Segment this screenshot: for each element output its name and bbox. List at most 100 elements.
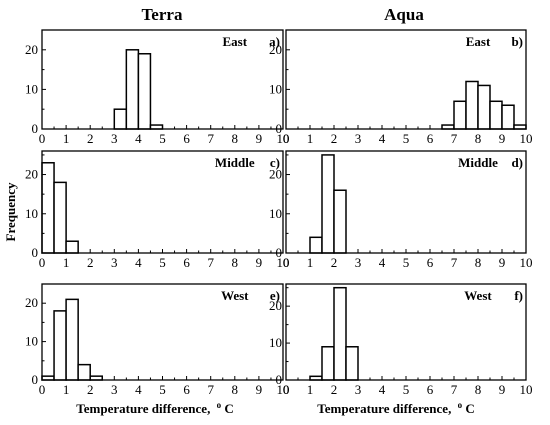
x-tick-label: 6 (427, 382, 434, 397)
x-tick-label: 1 (63, 382, 70, 397)
x-tick-label: 10 (277, 255, 290, 270)
x-tick-label: 10 (520, 382, 533, 397)
x-tick-label: 3 (111, 131, 118, 146)
x-tick-label: 8 (475, 131, 482, 146)
x-axis-label-left: Temperature difference, o C (76, 396, 233, 416)
y-tick-label: 10 (269, 335, 282, 350)
x-tick-label: 0 (283, 131, 290, 146)
y-tick-label: 20 (269, 167, 282, 182)
histogram-bar (465, 80, 479, 130)
y-tick-label: 0 (276, 372, 283, 387)
x-tick-label: 8 (475, 382, 482, 397)
y-tick-label: 0 (32, 245, 39, 260)
panel-letter: a) (269, 34, 280, 49)
y-tick-label: 0 (276, 245, 283, 260)
x-tick-label: 3 (111, 255, 118, 270)
x-tick-label: 8 (232, 382, 239, 397)
x-tick-label: 10 (277, 131, 290, 146)
histogram-bar (321, 154, 335, 254)
y-axis-label: Frequency (3, 182, 18, 241)
x-tick-label: 1 (63, 131, 70, 146)
x-tick-label: 9 (256, 382, 263, 397)
y-tick-label: 20 (25, 295, 38, 310)
x-tick-label: 3 (355, 131, 362, 146)
x-tick-label: 1 (307, 255, 314, 270)
x-tick-label: 9 (499, 131, 506, 146)
histogram-bar (333, 189, 347, 254)
x-tick-label: 2 (331, 382, 338, 397)
x-tick-label: 0 (283, 255, 290, 270)
histogram-bar (321, 346, 335, 381)
x-tick-label: 2 (87, 131, 94, 146)
histogram-bar (65, 298, 79, 381)
histogram-bar (137, 53, 152, 130)
panel-letter: b) (511, 34, 523, 49)
histogram-bar (41, 162, 55, 254)
panel-letter: c) (270, 155, 280, 170)
x-tick-label: 7 (451, 255, 458, 270)
x-axis-label-degree: o (458, 400, 463, 410)
x-tick-label: 10 (520, 255, 533, 270)
x-tick-label: 5 (159, 255, 166, 270)
x-tick-label: 6 (183, 131, 190, 146)
x-tick-label: 2 (331, 131, 338, 146)
x-tick-label: 2 (87, 382, 94, 397)
x-tick-label: 3 (111, 382, 118, 397)
histogram-bar (453, 100, 467, 130)
x-tick-label: 9 (256, 255, 263, 270)
panel-letter: f) (514, 288, 523, 303)
x-tick-label: 4 (379, 131, 386, 146)
histogram-bar (333, 286, 347, 381)
y-tick-label: 0 (32, 121, 39, 136)
x-tick-label: 5 (159, 382, 166, 397)
x-tick-label: 1 (307, 131, 314, 146)
panel-title: West (464, 288, 492, 303)
x-tick-label: 9 (499, 382, 506, 397)
x-tick-label: 3 (355, 382, 362, 397)
x-tick-label: 8 (232, 255, 239, 270)
x-tick-label: 5 (403, 131, 410, 146)
x-tick-label: 0 (39, 255, 46, 270)
histogram-bar (53, 181, 67, 254)
y-tick-label: 20 (25, 167, 38, 182)
panel-title: East (466, 34, 491, 49)
histogram-bar (65, 240, 79, 254)
panel-title: Middle (215, 155, 255, 170)
x-tick-label: 4 (135, 131, 142, 146)
y-tick-label: 10 (269, 81, 282, 96)
y-tick-label: 10 (25, 81, 38, 96)
histogram-bar (309, 236, 323, 254)
x-axis-label-right: Temperature difference, o C (317, 396, 474, 416)
y-tick-label: 10 (269, 206, 282, 221)
column-title-aqua: Aqua (384, 5, 424, 24)
panel-title: Middle (458, 155, 498, 170)
panel-title: East (223, 34, 248, 49)
x-axis-label-unit: C (224, 401, 233, 416)
y-tick-label: 10 (25, 206, 38, 221)
x-axis-label-unit: C (465, 401, 474, 416)
x-axis-label-text: Temperature difference, (317, 401, 451, 416)
histogram-bar (477, 84, 491, 130)
x-tick-label: 3 (355, 255, 362, 270)
x-tick-label: 0 (39, 131, 46, 146)
x-tick-label: 0 (283, 382, 290, 397)
panel-letter: d) (511, 155, 523, 170)
histogram-bar (53, 310, 67, 381)
x-tick-label: 9 (499, 255, 506, 270)
x-tick-label: 5 (159, 131, 166, 146)
x-tick-label: 5 (403, 255, 410, 270)
y-tick-label: 0 (276, 121, 283, 136)
x-tick-label: 9 (256, 131, 263, 146)
x-tick-label: 6 (427, 255, 434, 270)
histogram-bar (125, 49, 140, 130)
x-tick-label: 1 (307, 382, 314, 397)
x-tick-label: 6 (183, 255, 190, 270)
x-tick-label: 2 (331, 255, 338, 270)
histogram-bar (489, 100, 503, 130)
